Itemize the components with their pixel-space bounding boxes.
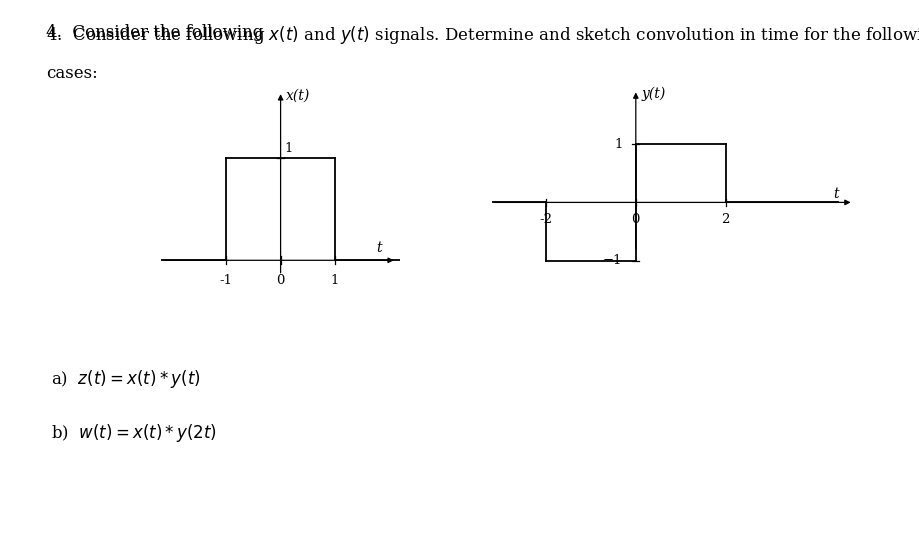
Text: 1: 1: [613, 138, 621, 151]
Text: x(t): x(t): [286, 89, 310, 103]
Text: y(t): y(t): [641, 86, 664, 101]
Text: a)  $z(t) = x(t) * y(t)$: a) $z(t) = x(t) * y(t)$: [51, 369, 200, 390]
Text: 1: 1: [284, 141, 292, 155]
Text: -1: -1: [220, 274, 233, 287]
Text: 2: 2: [720, 213, 729, 226]
Text: 0: 0: [276, 274, 285, 287]
Text: t: t: [376, 241, 381, 255]
Text: t: t: [833, 187, 838, 201]
Text: 1: 1: [331, 274, 339, 287]
Text: −1: −1: [602, 254, 621, 267]
Text: 0: 0: [631, 213, 640, 226]
Text: 4.  Consider the following $x(t)$ and $y(t)$ signals. Determine and sketch convo: 4. Consider the following $x(t)$ and $y(…: [46, 24, 919, 46]
Text: 4.  Consider the following: 4. Consider the following: [46, 24, 268, 41]
Text: cases:: cases:: [46, 65, 97, 82]
Text: -2: -2: [539, 213, 552, 226]
Text: b)  $w(t) = x(t) * y(2t)$: b) $w(t) = x(t) * y(2t)$: [51, 422, 216, 444]
